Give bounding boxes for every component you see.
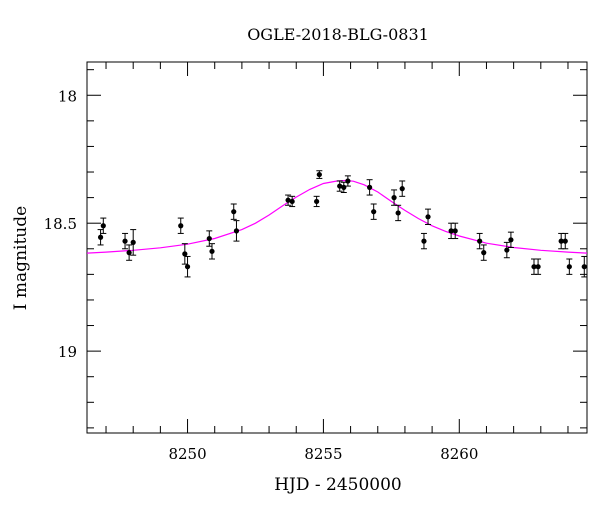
data-point [98,230,104,245]
point-marker [185,264,190,269]
point-marker [122,239,127,244]
data-point [178,218,184,233]
data-point [231,204,237,219]
point-marker [207,236,212,241]
point-marker [421,239,426,244]
point-marker [234,228,239,233]
data-point [562,233,568,248]
tick-labels: 8250 8255 8260 18 18.5 19 [44,87,479,463]
point-marker [101,223,106,228]
data-point [233,221,239,241]
chart-title: OGLE-2018-BLG-0831 [247,25,429,44]
data-point [535,259,541,274]
data-point [504,242,510,257]
point-marker [345,178,350,183]
x-axis-label: HJD - 2450000 [274,475,402,495]
data-point [122,233,128,248]
point-marker [367,185,372,190]
point-marker [582,264,587,269]
data-point [452,223,458,238]
point-marker [400,186,405,191]
data-point [100,218,106,233]
data-point [316,171,322,179]
point-marker [131,240,136,245]
point-marker [98,235,103,240]
point-marker [453,228,458,233]
data-point [371,204,377,219]
point-marker [504,247,509,252]
data-point [421,233,427,248]
point-marker [231,209,236,214]
data-point [185,256,191,276]
data-point [481,245,487,260]
data-point [345,176,351,186]
point-marker [317,172,322,177]
data-point [126,245,132,260]
data-point [581,256,587,276]
data-point [508,232,514,247]
data-point [399,181,405,196]
point-marker [371,209,376,214]
point-marker [563,239,568,244]
y-tick-label: 18 [58,87,77,105]
point-marker [535,264,540,269]
point-marker [127,250,132,255]
point-marker [425,214,430,219]
data-point [367,180,373,195]
point-marker [396,210,401,215]
data-point [182,244,188,264]
data-point [566,259,572,274]
x-tick-label: 8260 [440,445,478,463]
data-point [477,233,483,248]
data-points-layer [98,171,588,277]
point-marker [341,185,346,190]
point-marker [481,250,486,255]
point-marker [209,249,214,254]
y-axis-label: I magnitude [11,206,31,310]
point-marker [477,239,482,244]
point-marker [508,237,513,242]
x-tick-label: 8250 [168,445,206,463]
point-marker [290,199,295,204]
point-marker [567,264,572,269]
x-tick-label: 8255 [304,445,342,463]
point-marker [391,195,396,200]
y-tick-label: 18.5 [44,215,77,233]
y-tick-label: 19 [58,343,77,361]
point-marker [178,223,183,228]
point-marker [182,251,187,256]
point-marker [314,199,319,204]
data-point [391,190,397,205]
data-point [314,196,320,206]
